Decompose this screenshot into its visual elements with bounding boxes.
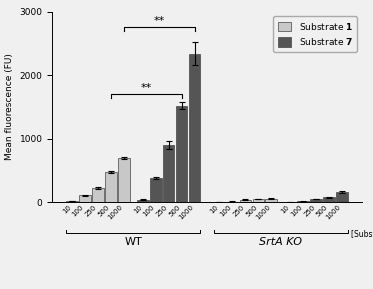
Bar	[336, 192, 348, 202]
Bar	[137, 200, 148, 202]
Bar	[92, 188, 104, 202]
Bar	[239, 200, 251, 202]
Text: SrtA KO: SrtA KO	[259, 237, 302, 247]
Bar	[163, 145, 175, 202]
Text: [Substrate μM]: [Substrate μM]	[351, 230, 373, 239]
Bar	[118, 158, 129, 202]
Bar	[253, 199, 264, 202]
Bar	[66, 201, 78, 202]
Bar	[189, 53, 200, 202]
Bar	[266, 199, 277, 202]
Bar	[79, 195, 91, 202]
Text: **: **	[141, 83, 152, 93]
Bar	[323, 197, 335, 202]
Text: WT: WT	[125, 237, 142, 247]
Legend: Substrate $\mathbf{1}$, Substrate $\mathbf{7}$: Substrate $\mathbf{1}$, Substrate $\math…	[273, 16, 357, 52]
Bar	[310, 199, 322, 202]
Bar	[297, 201, 309, 202]
Text: **: **	[154, 16, 165, 26]
Bar	[105, 172, 117, 202]
Y-axis label: Mean fluorescence (FU): Mean fluorescence (FU)	[5, 53, 14, 160]
Bar	[150, 178, 162, 202]
Bar	[176, 106, 187, 202]
